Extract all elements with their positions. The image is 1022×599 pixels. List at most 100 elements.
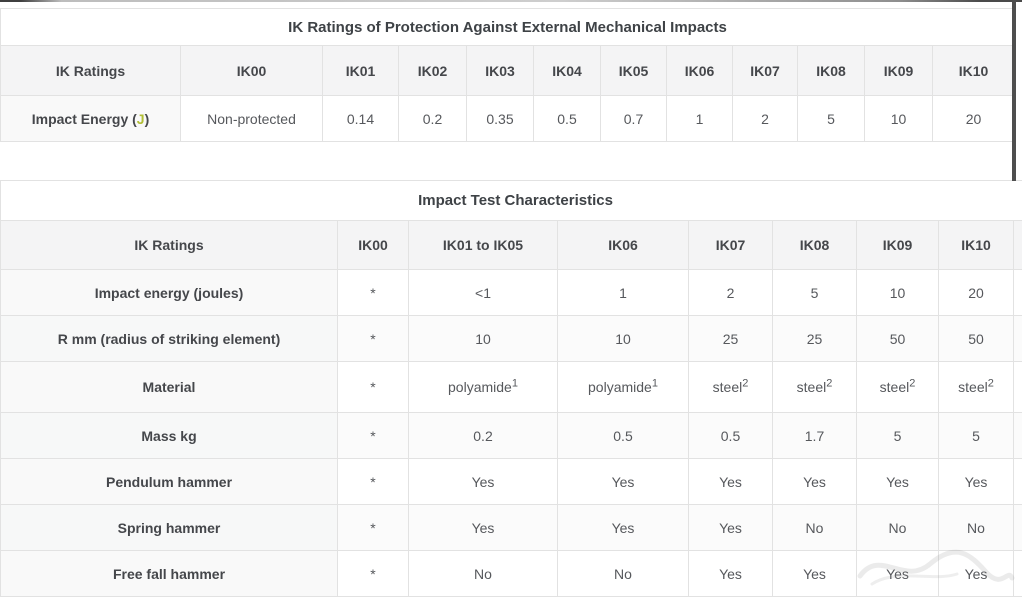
row-label-material: Material: [0, 361, 338, 413]
t2-r1-ik06: 10: [557, 315, 689, 362]
t1-value-ik06: 1: [666, 95, 733, 142]
t2-r4-ik09: Yes: [856, 458, 939, 505]
t2-r1-ik09: 50: [856, 315, 939, 362]
t2-r6-ik07: Yes: [688, 550, 773, 597]
ik-ratings-header-row: IK Ratings IK00 IK01 IK02 IK03 IK04 IK05…: [0, 45, 1016, 96]
t2-r4-ik10: Yes: [938, 458, 1014, 505]
t2-r2-ik01to05: polyamide1: [408, 361, 558, 413]
t2-header-ik09: IK09: [856, 220, 939, 270]
t2-r2-ik00: *: [337, 361, 409, 413]
t2-r4-ik06: Yes: [557, 458, 689, 505]
t2-r4-ik01to05: Yes: [408, 458, 558, 505]
free-fall-hammer-row: Free fall hammer * No No Yes Yes Yes Yes: [0, 550, 1022, 597]
t2-r0-ik08: 5: [772, 269, 857, 316]
material-name: steel: [712, 379, 743, 395]
material-footnote-ref: 2: [987, 377, 994, 390]
t2-r3-ik07: 0.5: [688, 412, 773, 459]
t2-r6-cutoff: [1012, 550, 1022, 597]
t2-r2-ik07: steel2: [688, 361, 773, 413]
t1-value-ik08: 5: [797, 95, 865, 142]
t1-header-ik09: IK09: [864, 45, 933, 96]
row-label-free-fall-hammer: Free fall hammer: [0, 550, 338, 597]
t2-r5-ik07: Yes: [688, 504, 773, 551]
t2-r4-ik07: Yes: [688, 458, 773, 505]
t1-value-ik04: 0.5: [533, 95, 601, 142]
t1-value-ik09: 10: [864, 95, 933, 142]
t2-header-ik07: IK07: [688, 220, 773, 270]
row-label-radius: R mm (radius of striking element): [0, 315, 338, 362]
t2-r6-ik01to05: No: [408, 550, 558, 597]
ik-ratings-table: IK Ratings of Protection Against Externa…: [0, 8, 1016, 142]
t2-r3-ik00: *: [337, 412, 409, 459]
mass-row: Mass kg * 0.2 0.5 0.5 1.7 5 5: [0, 412, 1022, 459]
t2-r5-ik06: Yes: [557, 504, 689, 551]
t2-r1-cutoff: [1012, 315, 1022, 362]
t2-r1-ik10: 50: [938, 315, 1014, 362]
t2-r2-ik10: steel2: [938, 361, 1014, 413]
t2-r2-ik06: polyamide1: [557, 361, 689, 413]
impact-test-characteristics-table: Impact Test Characteristics IK Ratings I…: [0, 180, 1022, 597]
t2-r4-ik00: *: [337, 458, 409, 505]
t2-r5-ik01to05: Yes: [408, 504, 558, 551]
t2-r2-cutoff: [1012, 361, 1022, 413]
row-label-pendulum-hammer: Pendulum hammer: [0, 458, 338, 505]
impact-energy-label-prefix: Impact Energy (: [31, 110, 137, 127]
t1-header-ik06: IK06: [666, 45, 733, 96]
t2-header-ik-ratings: IK Ratings: [0, 220, 338, 270]
t1-header-ik05: IK05: [600, 45, 667, 96]
material-row: Material * polyamide1 polyamide1 steel2 …: [0, 361, 1022, 413]
t1-header-ik07: IK07: [732, 45, 798, 96]
t2-r6-ik10: Yes: [938, 550, 1014, 597]
radius-row: R mm (radius of striking element) * 10 1…: [0, 315, 1022, 362]
t2-r5-ik10: No: [938, 504, 1014, 551]
impact-energy-row-label: Impact Energy (J): [0, 95, 181, 142]
t2-header-ik06: IK06: [557, 220, 689, 270]
row-label-spring-hammer: Spring hammer: [0, 504, 338, 551]
material-name: steel: [958, 379, 988, 395]
t2-r1-ik07: 25: [688, 315, 773, 362]
t2-r2-ik09: steel2: [856, 361, 939, 413]
material-footnote-ref: 1: [511, 377, 518, 390]
t1-header-ik00: IK00: [180, 45, 323, 96]
material-name: polyamide: [588, 379, 652, 395]
t2-r1-ik08: 25: [772, 315, 857, 362]
t1-header-ik08: IK08: [797, 45, 865, 96]
t2-r2-ik08: steel2: [772, 361, 857, 413]
t1-value-ik00: Non-protected: [180, 95, 323, 142]
t2-header-ik10: IK10: [938, 220, 1014, 270]
t1-header-ik-ratings: IK Ratings: [0, 45, 181, 96]
material-footnote-ref: 1: [651, 377, 658, 390]
impact-energy-label-suffix: ): [144, 110, 150, 127]
t2-r1-ik00: *: [337, 315, 409, 362]
t2-r1-ik01to05: 10: [408, 315, 558, 362]
spring-hammer-row: Spring hammer * Yes Yes Yes No No No: [0, 504, 1022, 551]
material-name: steel: [796, 379, 827, 395]
t2-r5-ik09: No: [856, 504, 939, 551]
t2-r0-ik09: 10: [856, 269, 939, 316]
t2-r6-ik00: *: [337, 550, 409, 597]
material-footnote-ref: 2: [826, 377, 833, 390]
t1-value-ik07: 2: [732, 95, 798, 142]
screenshot-right-edge-line: [1012, 0, 1016, 181]
t2-r3-ik01to05: 0.2: [408, 412, 558, 459]
joule-unit-accent: J: [136, 110, 145, 127]
t2-r0-ik01to05: <1: [408, 269, 558, 316]
material-footnote-ref: 2: [909, 377, 916, 390]
t1-value-ik10: 20: [931, 95, 1016, 142]
t2-r5-cutoff: [1012, 504, 1022, 551]
t1-value-ik03: 0.35: [466, 95, 534, 142]
t2-r5-ik08: No: [772, 504, 857, 551]
t2-header-ik08: IK08: [772, 220, 857, 270]
t2-r0-ik07: 2: [688, 269, 773, 316]
t1-header-ik02: IK02: [398, 45, 467, 96]
t2-r3-cutoff: [1012, 412, 1022, 459]
t1-header-ik01: IK01: [322, 45, 399, 96]
t2-r4-ik08: Yes: [772, 458, 857, 505]
material-name: polyamide: [448, 379, 512, 395]
screenshot-top-edge-line: [0, 0, 1022, 2]
row-label-impact-energy-joules: Impact energy (joules): [0, 269, 338, 316]
t2-header-ik01-to-ik05: IK01 to IK05: [408, 220, 558, 270]
pendulum-hammer-row: Pendulum hammer * Yes Yes Yes Yes Yes Ye…: [0, 458, 1022, 505]
t2-r3-ik08: 1.7: [772, 412, 857, 459]
t1-header-ik03: IK03: [466, 45, 534, 96]
